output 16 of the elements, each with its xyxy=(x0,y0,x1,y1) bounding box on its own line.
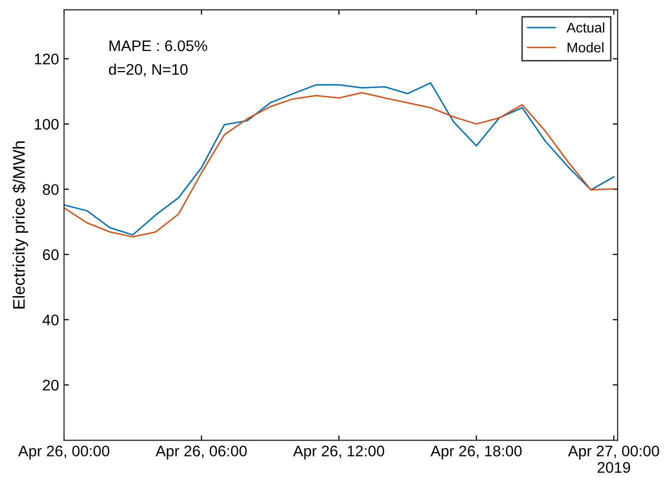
x-tick-label: Apr 27, 00:00 2019 xyxy=(568,446,660,473)
y-tick-label: 60 xyxy=(42,249,59,260)
y-axis-title: Electricity price $/MWh xyxy=(12,141,28,308)
legend-label: Model xyxy=(568,42,604,52)
x-tick-label: Apr 26, 00:00 xyxy=(18,446,110,460)
y-tick-label: 40 xyxy=(42,314,59,326)
y-tick-label: 20 xyxy=(42,380,59,391)
x-tick-label: Apr 26, 18:00 xyxy=(430,446,522,460)
y-tick-label: 100 xyxy=(34,118,59,130)
x-tick-label: Apr 26, 06:00 xyxy=(156,446,247,460)
annotation: d=20, N=10 xyxy=(108,64,188,77)
y-tick-label: 120 xyxy=(34,54,59,64)
x-tick-label: Apr 26, 12:00 xyxy=(293,446,384,460)
y-tick-label: 80 xyxy=(42,184,59,195)
annotation: MAPE : 6.05% xyxy=(110,40,208,52)
legend-label: Actual xyxy=(566,22,604,33)
